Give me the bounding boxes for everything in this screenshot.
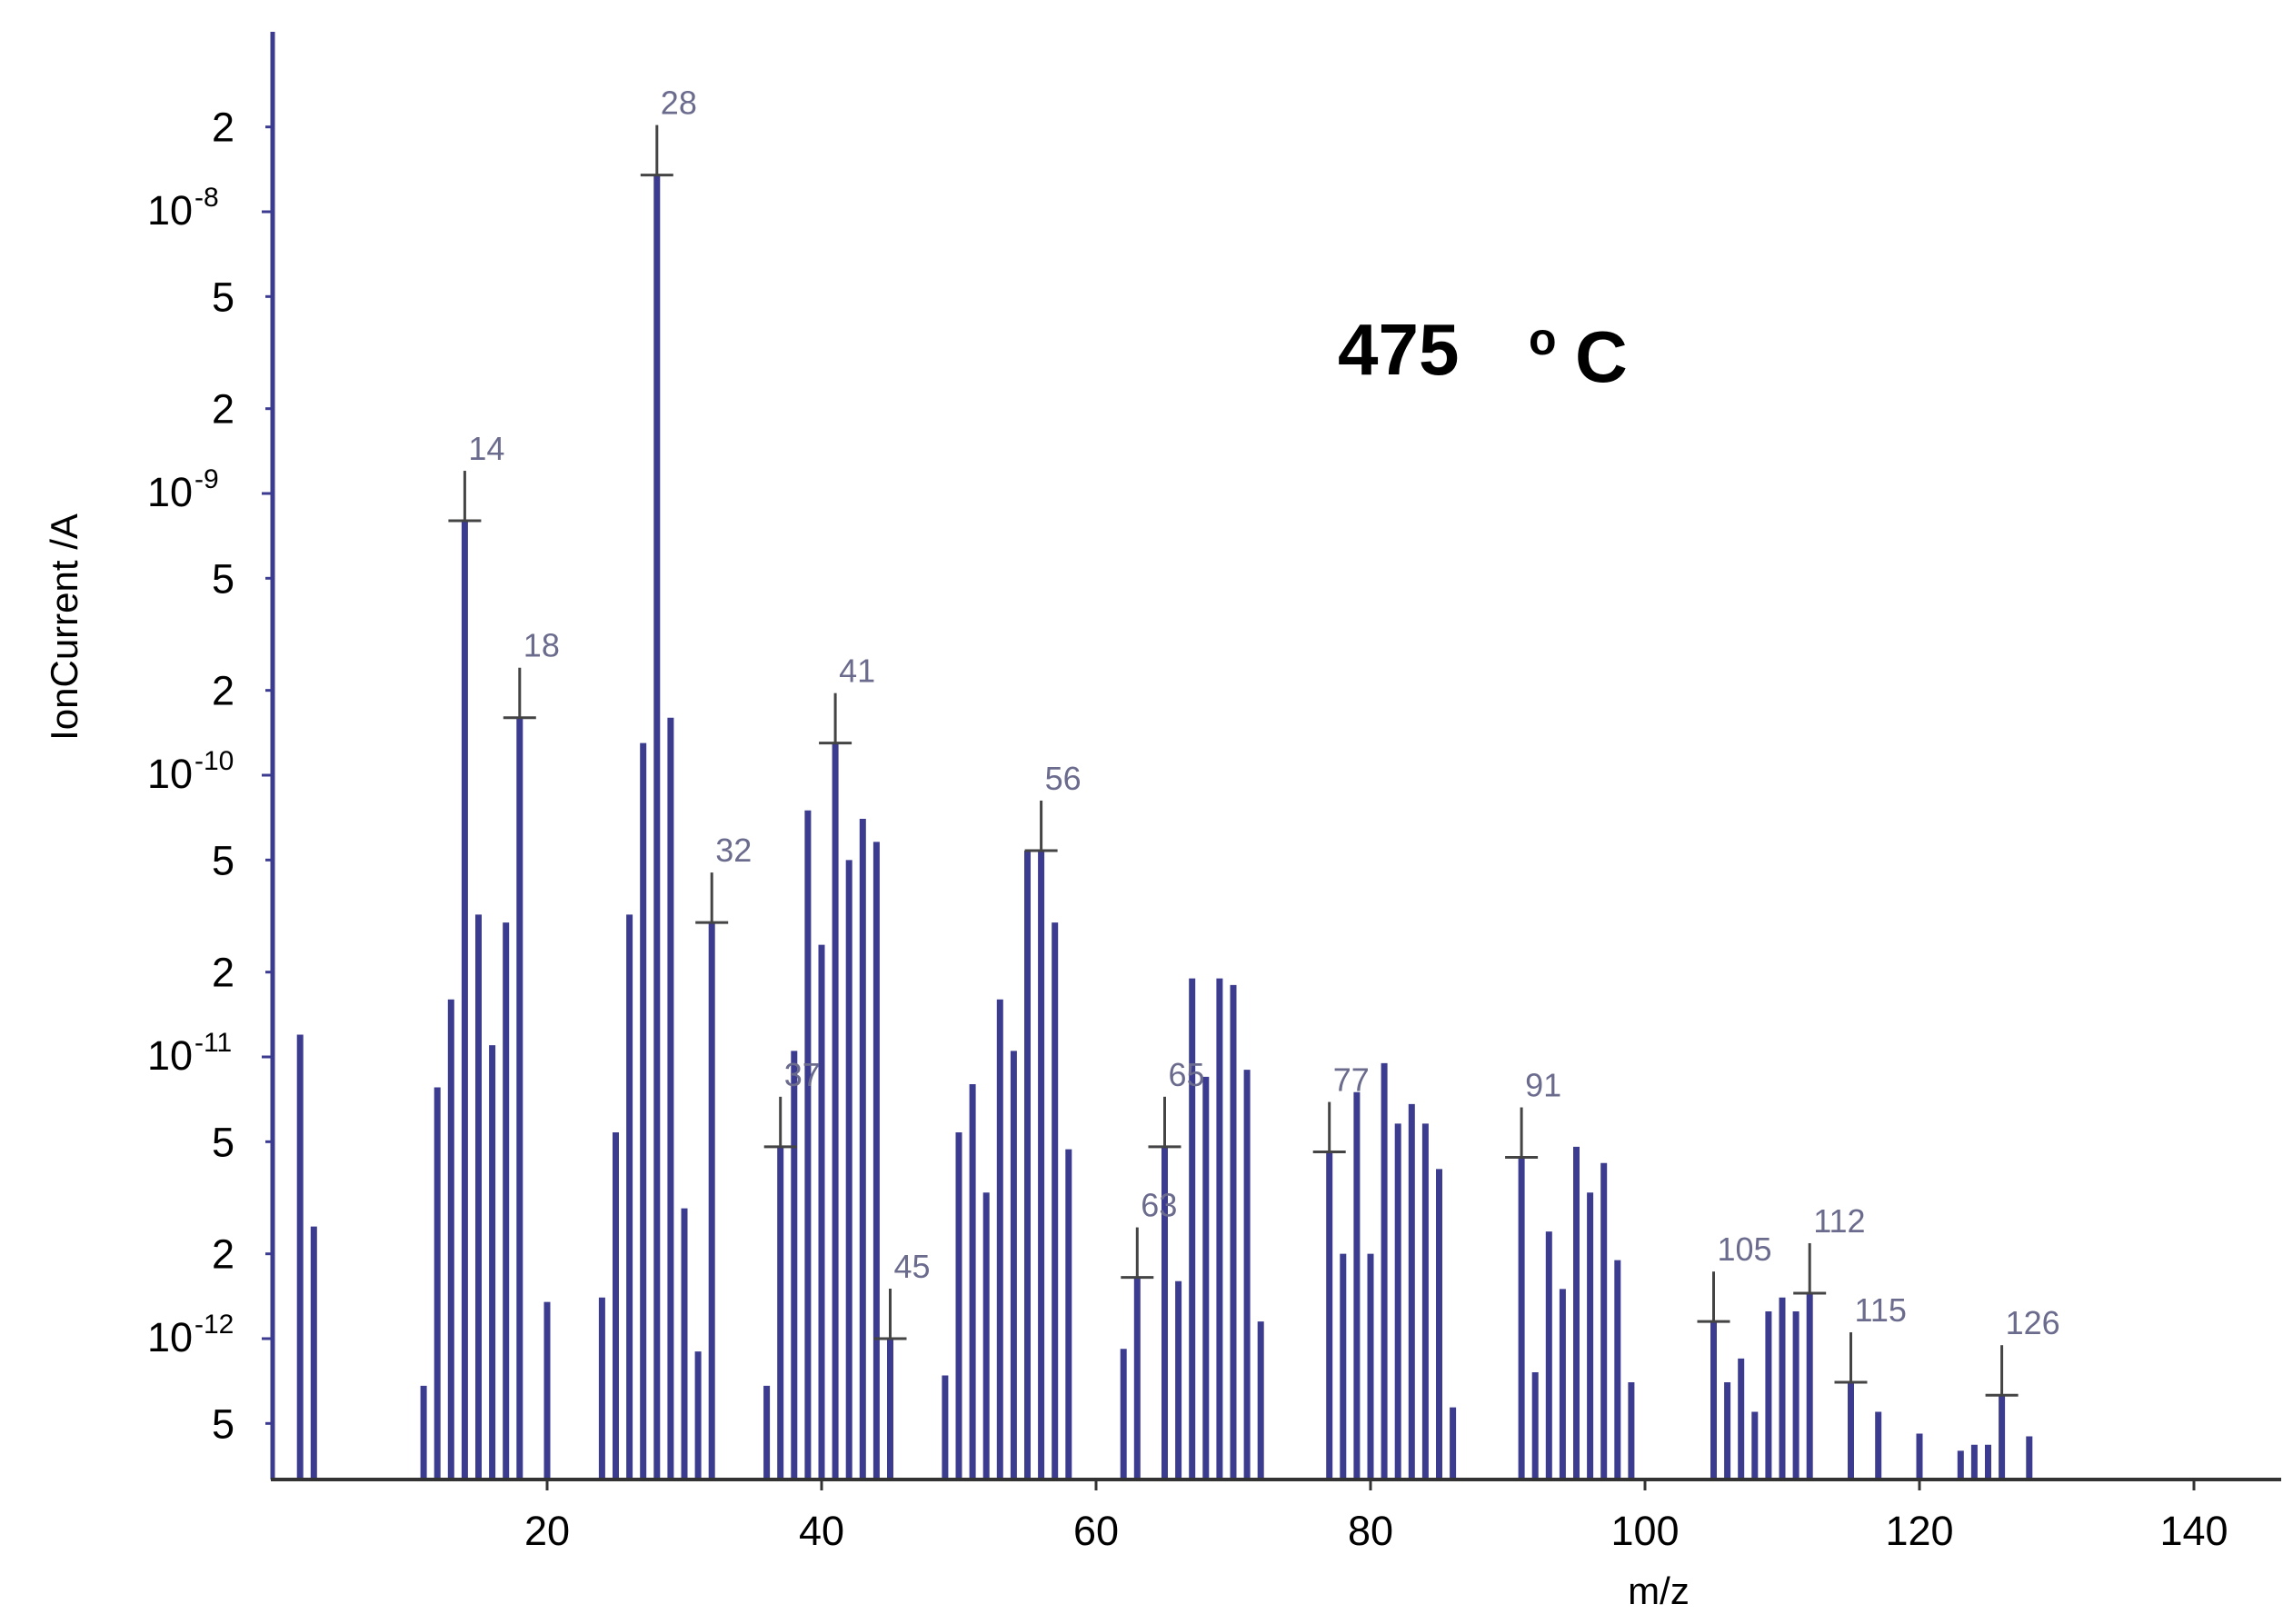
y-decade-exponent: -11 — [194, 1028, 232, 1058]
x-tick-label: 20 — [524, 1508, 570, 1554]
y-minor-label: 2 — [212, 668, 234, 714]
y-decade-label: 10 — [147, 1032, 193, 1079]
y-minor-label: 5 — [212, 1119, 234, 1165]
axes-group — [270, 32, 2281, 1481]
y-decade-exponent: -8 — [194, 183, 219, 213]
peak-label: 63 — [1141, 1187, 1177, 1224]
peak-labels-group: 14 18 28 32 37 41 45 56 63 65 77 91 105 112 115 126 — [468, 85, 2059, 1342]
y-minor-label: 2 — [212, 950, 234, 996]
peak-markers-group — [448, 125, 2019, 1397]
y-minor-label: 2 — [212, 386, 234, 433]
y-decade-exponent: -9 — [194, 464, 219, 494]
peak-label: 45 — [894, 1248, 931, 1285]
peak-label: 112 — [1813, 1202, 1865, 1240]
y-decade-exponent: -12 — [194, 1310, 234, 1340]
y-decade-label: 10 — [147, 1314, 193, 1360]
peak-label: 115 — [1855, 1291, 1907, 1329]
peak-label: 65 — [1169, 1056, 1205, 1093]
peak-label: 41 — [839, 653, 875, 690]
y-decade-label: 10 — [147, 751, 193, 797]
y-decade-label: 10 — [147, 187, 193, 234]
y-minor-label: 5 — [212, 555, 234, 602]
x-axis-title: m/z — [1628, 1569, 1690, 1612]
y-minor-label: 5 — [212, 837, 234, 883]
peak-label: 32 — [715, 832, 752, 869]
peak-label: 18 — [523, 627, 560, 664]
x-tick-label: 40 — [799, 1508, 844, 1554]
peak-label: 91 — [1525, 1067, 1561, 1104]
x-tick-label: 120 — [1885, 1508, 1953, 1554]
y-decade-label: 10 — [147, 469, 193, 515]
peak-label: 37 — [784, 1056, 821, 1093]
y-minor-label: 5 — [212, 1400, 234, 1447]
y-minor-label: 2 — [212, 105, 234, 151]
x-tick-label: 60 — [1073, 1508, 1119, 1554]
y-minor-label: 2 — [212, 1231, 234, 1278]
peak-label: 77 — [1333, 1061, 1370, 1099]
x-tick-labels-group: 20 40 60 80 100 120 140 — [524, 1508, 2228, 1554]
bars-group — [296, 174, 2033, 1480]
y-minor-label: 5 — [212, 274, 234, 320]
degree-symbol: o — [1529, 314, 1557, 364]
x-tick-label: 140 — [2159, 1508, 2228, 1554]
peak-label: 105 — [1718, 1230, 1772, 1268]
y-axis-title: IonCurrent /A — [43, 513, 85, 741]
x-tick-label: 100 — [1610, 1508, 1679, 1554]
temperature-value: 475 — [1338, 309, 1459, 390]
peak-label: 28 — [661, 85, 697, 122]
x-tick-label: 80 — [1348, 1508, 1393, 1554]
temperature-annotation: 475 o C — [1338, 309, 1628, 397]
temperature-unit: C — [1575, 316, 1628, 397]
axis-ticks — [262, 125, 2196, 1490]
peak-label: 14 — [468, 430, 504, 467]
y-decade-exponent: -10 — [194, 746, 234, 776]
peak-label: 126 — [2006, 1304, 2060, 1341]
peak-label: 56 — [1045, 760, 1082, 797]
